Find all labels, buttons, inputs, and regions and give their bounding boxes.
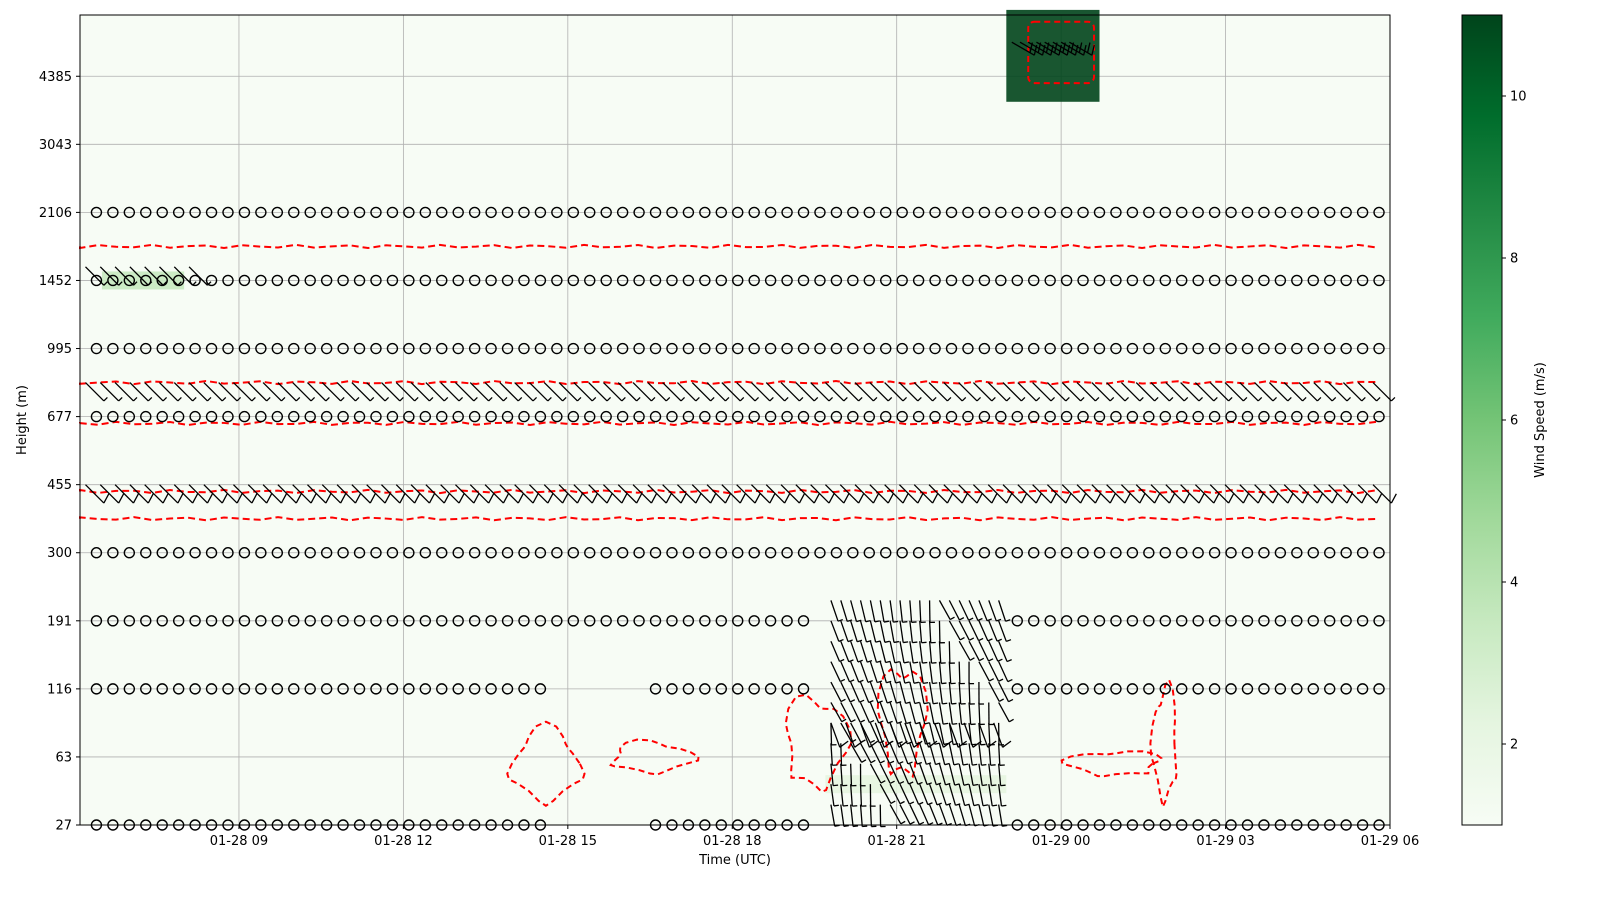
y-axis-ticks: 27 63 116 191 300 455 677 995 1452 2106 3043 4385 [39, 70, 80, 834]
colorbar-tick-label: 10 [1510, 90, 1527, 105]
wind-barb [959, 662, 960, 684]
wind-barb-feather [834, 805, 839, 806]
x-axis-ticks: 01-28 09 01-28 12 01-28 15 01-28 18 01-28 21… [210, 825, 1419, 849]
wind-barb-feather [953, 744, 958, 745]
colorbar-tick-label: 8 [1510, 252, 1518, 267]
x-tick-label: 01-29 00 [1032, 834, 1090, 849]
wind-barb-feather [1002, 825, 1007, 826]
wind-barb-feather [963, 764, 968, 765]
wind-barb-feather [1391, 494, 1396, 503]
wind-barb [831, 723, 832, 745]
wind-barb-feather [912, 642, 917, 643]
wind-speed-patch [1006, 10, 1099, 102]
wind-barb [979, 702, 980, 724]
x-tick-label: 01-28 09 [210, 834, 268, 849]
wind-barb-feather [981, 765, 986, 766]
wind-barb-feather [992, 805, 997, 806]
y-tick-label: 4385 [39, 70, 72, 85]
wind-barb-feather [893, 621, 898, 622]
wind-barb-feather [914, 682, 919, 683]
wind-barb-feather [904, 662, 909, 663]
y-tick-label: 63 [55, 750, 72, 765]
wind-barb-feather [853, 826, 858, 827]
wind-barb-feather [933, 703, 938, 704]
wind-barb-feather [1001, 805, 1006, 806]
wind-barb [861, 784, 862, 806]
wind-barb-feather [913, 662, 918, 663]
wind-barb-feather [942, 703, 947, 704]
y-tick-label: 1452 [39, 274, 72, 289]
x-tick-label: 01-29 06 [1361, 834, 1419, 849]
wind-barb-feather [922, 662, 927, 663]
wind-barb-feather [983, 805, 988, 806]
y-tick-label: 300 [47, 546, 72, 561]
wind-barb-feather [943, 723, 948, 724]
x-tick-label: 01-29 03 [1196, 834, 1254, 849]
x-tick-label: 01-28 21 [867, 834, 925, 849]
colorbar [1462, 15, 1502, 825]
wind-barb-feather [962, 744, 967, 745]
wind-barb-feather [982, 785, 987, 786]
wind-barb [949, 641, 950, 663]
wind-barb-feather [844, 826, 849, 827]
y-tick-label: 2106 [39, 206, 72, 221]
x-axis-label: Time (UTC) [698, 853, 771, 868]
x-tick-label: 01-28 18 [703, 834, 761, 849]
wind-barb-feather [902, 622, 907, 623]
colorbar-tick-label: 4 [1510, 576, 1518, 591]
y-tick-label: 116 [47, 682, 72, 697]
x-tick-label: 01-28 15 [539, 834, 597, 849]
wind-barb-feather [894, 642, 899, 643]
y-tick-label: 27 [55, 819, 72, 834]
wind-barb-feather [961, 724, 966, 725]
colorbar-label: Wind Speed (m/s) [1533, 362, 1548, 478]
y-tick-label: 995 [47, 342, 72, 357]
wind-barb-feather [1391, 397, 1395, 401]
colorbar-tick-label: 2 [1510, 738, 1518, 753]
wind-barb [969, 682, 970, 704]
y-tick-label: 3043 [39, 138, 72, 153]
wind-barb-feather [973, 784, 978, 785]
x-tick-label: 01-28 12 [374, 834, 432, 849]
wind-barb-feather [971, 744, 976, 745]
y-tick-label: 677 [47, 410, 72, 425]
wind-barb-feather [884, 621, 889, 622]
wind-barb [841, 743, 842, 765]
wind-barb-feather [972, 764, 977, 765]
colorbar-tick-label: 6 [1510, 414, 1518, 429]
y-axis-label: Height (m) [15, 385, 30, 455]
wind-barb-feather [923, 683, 928, 684]
wind-barb-feather [952, 724, 957, 725]
y-tick-label: 455 [47, 478, 72, 493]
wind-barb-feather [903, 642, 908, 643]
wind-barb-feather [835, 825, 840, 826]
wind-barb-feather [991, 785, 996, 786]
wind-barb-feather [843, 806, 848, 807]
colorbar-ticks: 2 4 6 8 10 [1502, 90, 1527, 753]
y-tick-label: 191 [47, 614, 72, 629]
wind-barb-feather [932, 683, 937, 684]
wind-barb [851, 764, 852, 786]
